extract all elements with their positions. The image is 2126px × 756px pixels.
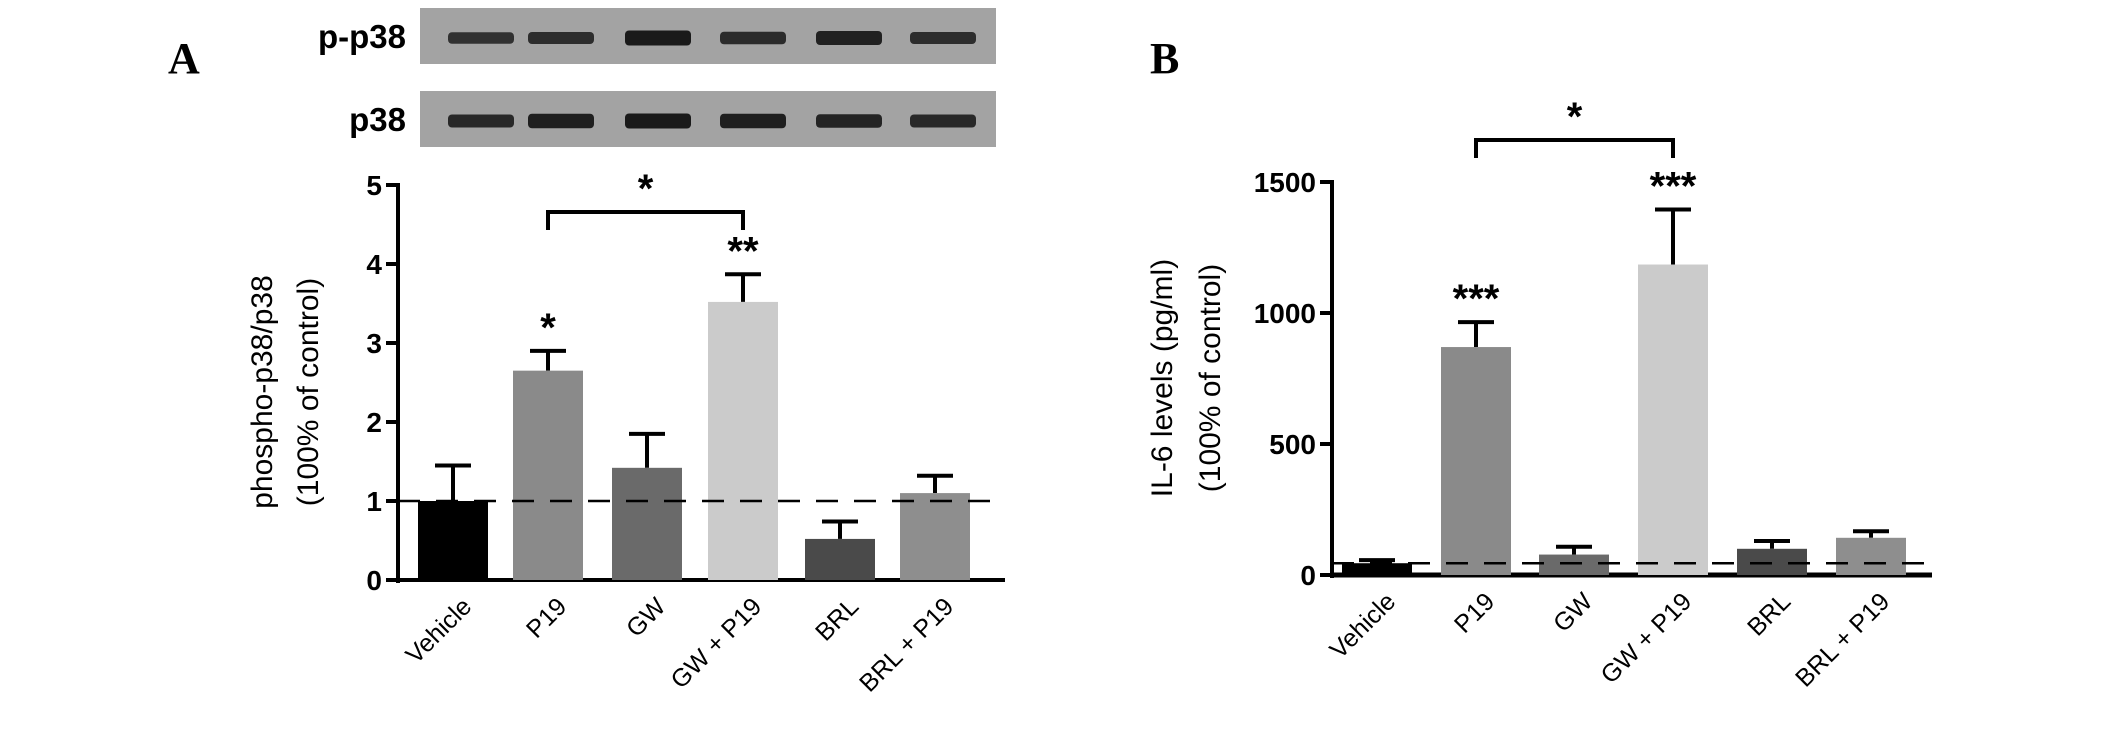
blot-strip — [420, 8, 996, 64]
category-label: GW — [621, 592, 672, 643]
category-label: Vehicle — [1324, 587, 1401, 664]
chart-b: 0 500 1000 1500 IL-6 levels (pg/ml) (100% of … — [1146, 95, 1932, 693]
y-tick-label: 0 — [366, 565, 382, 596]
comparison-bracket — [1474, 138, 1675, 158]
category-label: P19 — [1449, 587, 1500, 638]
bar — [612, 467, 682, 580]
bar — [513, 370, 583, 580]
bar — [1638, 264, 1708, 575]
bar — [1539, 554, 1609, 575]
blot-band — [720, 31, 786, 45]
category-label: BRL + P19 — [1790, 587, 1895, 692]
significance-marker: *** — [1453, 277, 1500, 321]
chart-a: 0 1 2 3 4 5 phospho-p38/p38 (100% of control) Ve… — [246, 167, 1005, 698]
y-tick-label: 500 — [1269, 429, 1316, 460]
bar — [1441, 347, 1511, 575]
category-label: GW + P19 — [1595, 587, 1697, 689]
comparison-bracket — [546, 210, 745, 230]
y-axis-subtitle: (100% of control) — [1194, 264, 1227, 492]
blot-band — [448, 114, 514, 128]
y-tick-label: 2 — [366, 407, 382, 438]
blot-band — [625, 113, 691, 129]
y-tick-label: 4 — [366, 249, 382, 280]
y-axis-title: IL-6 levels (pg/ml) — [1146, 259, 1179, 497]
blot-band — [448, 32, 514, 44]
y-axis-subtitle: (100% of control) — [292, 278, 325, 506]
category-label: BRL — [810, 592, 864, 646]
blot-band — [528, 113, 594, 129]
panel-a-letter: A — [168, 34, 200, 83]
bar — [418, 501, 488, 580]
blot-band — [816, 31, 882, 45]
significance-marker: *** — [1650, 165, 1697, 209]
y-tick-label: 1 — [366, 486, 382, 517]
y-tick-label: 1500 — [1254, 167, 1316, 198]
panel-b-letter: B — [1150, 34, 1179, 83]
category-label: GW — [1548, 587, 1599, 638]
y-axis-title: phospho-p38/p38 — [246, 275, 279, 509]
blot-band — [816, 114, 882, 128]
blot-band — [625, 30, 691, 46]
y-tick-label: 1000 — [1254, 298, 1316, 329]
category-label: BRL + P19 — [854, 592, 959, 697]
significance-marker: ** — [727, 229, 759, 273]
blot-band — [528, 32, 594, 44]
category-label: P19 — [521, 592, 572, 643]
comparison-marker: * — [638, 167, 654, 211]
blot-band — [720, 113, 786, 129]
western-blot: p-p38 p38 — [318, 8, 996, 147]
blot-row-label: p38 — [349, 101, 406, 138]
bar — [900, 493, 970, 580]
blot-row-label: p-p38 — [318, 18, 406, 55]
y-tick-label: 0 — [1300, 560, 1316, 591]
bar — [1737, 548, 1807, 575]
blot-band — [910, 32, 976, 44]
significance-marker: * — [540, 306, 556, 350]
y-tick-label: 5 — [366, 170, 382, 201]
bar — [805, 538, 875, 580]
blot-strip — [420, 91, 996, 147]
y-tick-label: 3 — [366, 328, 382, 359]
comparison-marker: * — [1567, 95, 1583, 139]
bar — [1342, 563, 1412, 575]
category-label: Vehicle — [400, 592, 477, 669]
category-label: BRL — [1742, 587, 1796, 641]
blot-band — [910, 114, 976, 128]
category-label: GW + P19 — [665, 592, 767, 694]
bar — [1836, 537, 1906, 575]
bar — [708, 301, 778, 580]
